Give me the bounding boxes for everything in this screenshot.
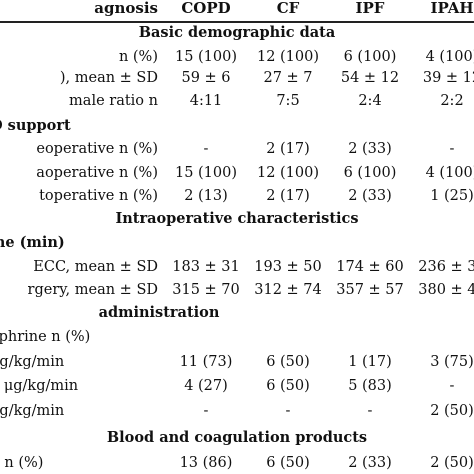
- table-row: toperative n (%) 2 (13) 2 (17) 2 (33) 1 …: [0, 184, 474, 208]
- cell-cf: 312 ± 74: [254, 282, 322, 298]
- cell-ipah: 380 ± 47: [418, 282, 474, 298]
- cell-ipf: 2 (33): [348, 141, 392, 157]
- cell-cf: 7:5: [276, 93, 300, 109]
- section-admin: administration: [0, 301, 474, 325]
- section-intraop-label: Intraoperative characteristics: [115, 210, 359, 227]
- cell-ipah: -: [449, 141, 455, 157]
- table-row: male ratio n 4:11 7:5 2:4 2:2: [0, 89, 474, 113]
- cell-cf: 2 (17): [266, 188, 310, 204]
- row-label: μg/kg/min: [0, 354, 65, 370]
- cell-ipf: 2 (33): [348, 455, 392, 471]
- cell-ipah: 2 (50): [430, 455, 474, 471]
- table-header-row: agnosis COPD CF IPF IPAH: [0, 0, 474, 20]
- header-diagnosis: agnosis: [94, 0, 158, 17]
- cell-copd: 13 (86): [179, 455, 233, 471]
- cell-cf: 6 (50): [266, 455, 310, 471]
- row-label: eoperative n (%): [36, 141, 158, 157]
- row-label: P n (%): [0, 455, 44, 471]
- cell-copd: 4:11: [189, 93, 223, 109]
- table-row: eoperative n (%) - 2 (17) 2 (33) -: [0, 137, 474, 161]
- cell-ipah: 1 (25): [430, 188, 474, 204]
- cell-ipf: 2 (33): [348, 188, 392, 204]
- cell-cf: 12 (100): [256, 49, 320, 65]
- table-row: P n (%) 13 (86) 6 (50) 2 (33) 2 (50): [0, 451, 474, 474]
- cell-ipah: 3 (75): [430, 354, 474, 370]
- cell-ipah: 236 ± 39: [418, 259, 474, 275]
- header-rule: [0, 21, 474, 23]
- cell-ipah: 2 (50): [430, 403, 474, 419]
- section-ecmo-label: O support: [0, 117, 71, 134]
- cell-ipf: 357 ± 57: [336, 282, 404, 298]
- cell-copd: 4 (27): [184, 378, 228, 394]
- cell-ipf: 174 ± 60: [336, 259, 404, 275]
- cell-cf: 6 (50): [266, 378, 310, 394]
- section-demographic-label: Basic demographic data: [138, 24, 336, 41]
- cell-copd: -: [203, 403, 209, 419]
- row-label: toperative n (%): [39, 188, 158, 204]
- section-intraop: Intraoperative characteristics: [0, 207, 474, 231]
- header-ipf: IPF: [355, 0, 385, 17]
- row-label: aoperative n (%): [36, 165, 158, 181]
- cell-copd: 15 (100): [174, 165, 238, 181]
- table-row: μg/kg/min 11 (73) 6 (50) 1 (17) 3 (75): [0, 350, 474, 374]
- header-copd: COPD: [181, 0, 231, 17]
- row-label: μg/kg/min: [0, 403, 65, 419]
- table-row: 5 μg/kg/min 4 (27) 6 (50) 5 (83) -: [0, 374, 474, 398]
- table-row: n (%) 15 (100) 12 (100) 6 (100) 4 (100): [0, 45, 474, 69]
- cell-ipah: 4 (100): [425, 49, 474, 65]
- cell-cf: 6 (50): [266, 354, 310, 370]
- row-label: ECC, mean ± SD: [33, 259, 158, 275]
- section-time-label: me (min): [0, 234, 65, 251]
- table-row: ECC, mean ± SD 183 ± 31 193 ± 50 174 ± 6…: [0, 255, 474, 279]
- cell-cf: -: [285, 403, 291, 419]
- cell-ipf: 2:4: [358, 93, 382, 109]
- cell-ipah: 39 ± 12: [422, 70, 474, 86]
- cell-ipf: 1 (17): [348, 354, 392, 370]
- cell-ipf: 54 ± 12: [340, 70, 400, 86]
- row-label: ), mean ± SD: [59, 70, 158, 86]
- cell-copd: 59 ± 6: [181, 70, 231, 86]
- cell-ipf: 5 (83): [348, 378, 392, 394]
- section-blood: Blood and coagulation products: [0, 426, 474, 450]
- row-label: 5 μg/kg/min: [0, 378, 79, 394]
- table-row: rgery, mean ± SD 315 ± 70 312 ± 74 357 ±…: [0, 278, 474, 302]
- cell-copd: 2 (13): [184, 188, 228, 204]
- cell-ipah: -: [449, 378, 455, 394]
- header-ipah: IPAH: [430, 0, 474, 17]
- row-label: male ratio n: [69, 93, 158, 109]
- section-demographic: Basic demographic data: [0, 21, 474, 45]
- cell-cf: 193 ± 50: [254, 259, 322, 275]
- cell-copd: 315 ± 70: [172, 282, 240, 298]
- row-label: n (%): [118, 49, 158, 65]
- cell-ipf: 6 (100): [343, 49, 397, 65]
- cell-copd: 11 (73): [179, 354, 233, 370]
- row-label: rgery, mean ± SD: [27, 282, 158, 298]
- table-row: μg/kg/min - - - 2 (50): [0, 399, 474, 423]
- cell-copd: 15 (100): [174, 49, 238, 65]
- table-row: aoperative n (%) 15 (100) 12 (100) 6 (10…: [0, 161, 474, 185]
- section-blood-label: Blood and coagulation products: [106, 429, 368, 446]
- table-row: ), mean ± SD 59 ± 6 27 ± 7 54 ± 12 39 ± …: [0, 66, 474, 90]
- section-ecmo: O support: [0, 114, 474, 138]
- cell-copd: -: [203, 141, 209, 157]
- table-row: ephrine n (%): [0, 325, 474, 349]
- cell-ipah: 4 (100): [425, 165, 474, 181]
- cell-cf: 27 ± 7: [263, 70, 313, 86]
- row-label-ephrine: ephrine n (%): [0, 329, 91, 345]
- cell-cf: 12 (100): [256, 165, 320, 181]
- cell-ipf: 6 (100): [343, 165, 397, 181]
- section-time: me (min): [0, 231, 474, 255]
- cell-ipf: -: [367, 403, 373, 419]
- cell-cf: 2 (17): [266, 141, 310, 157]
- cell-ipah: 2:2: [440, 93, 464, 109]
- header-cf: CF: [276, 0, 300, 17]
- cell-copd: 183 ± 31: [172, 259, 240, 275]
- section-admin-label: administration: [98, 304, 220, 321]
